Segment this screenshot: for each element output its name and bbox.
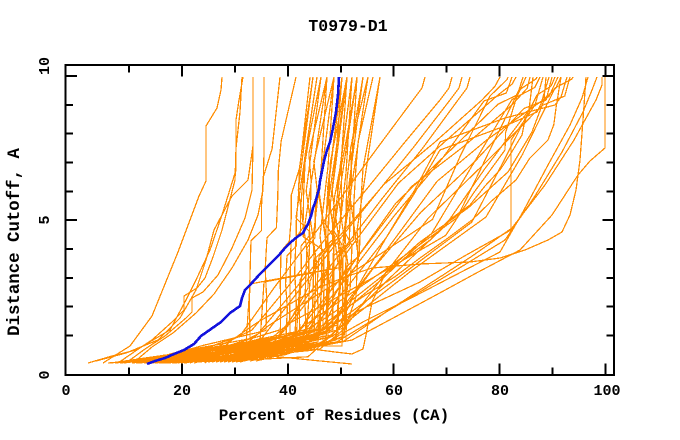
svg-text:20: 20 xyxy=(173,383,191,400)
svg-text:T0979-D1: T0979-D1 xyxy=(308,17,387,36)
svg-text:100: 100 xyxy=(593,383,620,400)
svg-text:0: 0 xyxy=(61,383,70,400)
svg-text:Distance Cutoff, A: Distance Cutoff, A xyxy=(6,148,25,336)
svg-text:80: 80 xyxy=(491,383,509,400)
svg-text:5: 5 xyxy=(37,215,54,224)
svg-text:Percent of Residues (CA): Percent of Residues (CA) xyxy=(219,407,449,425)
svg-text:40: 40 xyxy=(279,383,297,400)
svg-text:60: 60 xyxy=(385,383,403,400)
svg-text:0: 0 xyxy=(37,370,54,379)
svg-text:10: 10 xyxy=(37,57,54,75)
